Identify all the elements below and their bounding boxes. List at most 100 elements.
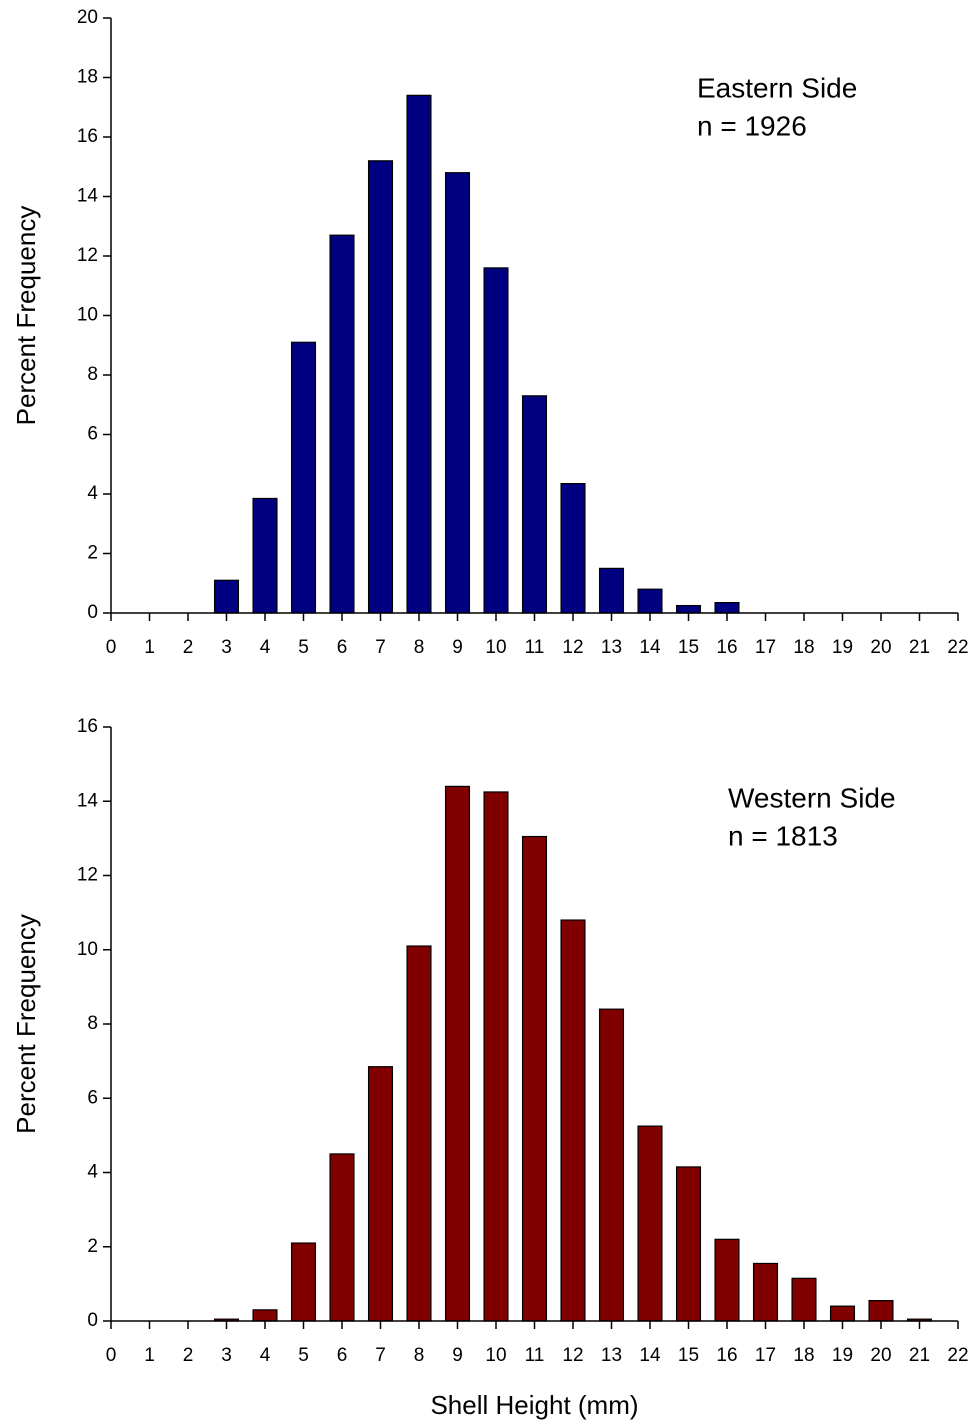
x-tick-label: 14	[639, 1345, 661, 1366]
bar	[714, 1238, 740, 1322]
bar	[714, 601, 740, 614]
y-tick-label: 8	[87, 364, 98, 385]
y-tick-label: 8	[87, 1013, 98, 1034]
bar	[329, 1153, 355, 1322]
x-tick-label: 18	[793, 1345, 814, 1366]
x-tick-label: 11	[525, 1345, 545, 1366]
y-tick-label: 6	[87, 424, 98, 445]
y-tick-label: 6	[87, 1087, 98, 1108]
x-tick-label: 15	[678, 1345, 699, 1366]
y-axis-label: Percent Frequency	[11, 914, 41, 1134]
bar	[444, 172, 471, 614]
y-tick-label: 14	[77, 186, 99, 207]
annotation: n = 1926	[697, 110, 807, 141]
x-tick-label: 17	[755, 1345, 776, 1366]
y-tick-label: 0	[87, 1310, 98, 1331]
x-tick-label: 19	[832, 1345, 853, 1366]
x-tick-label: 2	[183, 1345, 194, 1366]
annotation: Western Side	[728, 782, 896, 813]
y-tick-label: 20	[77, 7, 98, 28]
x-tick-label: 21	[909, 637, 930, 658]
y-tick-label: 4	[87, 483, 98, 504]
bar	[252, 1309, 278, 1322]
x-tick-label: 9	[452, 637, 463, 658]
bar	[290, 1242, 317, 1322]
bar	[598, 567, 625, 614]
x-tick-label: 18	[793, 637, 814, 658]
y-tick-label: 0	[87, 602, 98, 623]
bar	[290, 341, 317, 614]
x-tick-label: 16	[716, 1345, 737, 1366]
y-tick-label: 2	[87, 1236, 98, 1257]
annotation: Eastern Side	[697, 72, 857, 103]
bar	[560, 482, 586, 614]
x-tick-label: 22	[947, 637, 968, 658]
x-tick-label: 3	[221, 1345, 232, 1366]
bar	[829, 1305, 856, 1322]
bar	[213, 579, 240, 614]
x-tick-label: 10	[485, 1345, 506, 1366]
x-tick-label: 4	[260, 637, 271, 658]
x-tick-label: 17	[755, 637, 776, 658]
x-tick-label: 1	[144, 1345, 155, 1366]
bar	[521, 835, 548, 1322]
y-tick-label: 4	[87, 1162, 98, 1183]
x-tick-label: 13	[601, 1345, 622, 1366]
bar	[675, 604, 702, 614]
x-tick-label: 8	[414, 1345, 425, 1366]
x-tick-label: 3	[221, 637, 232, 658]
x-tick-label: 0	[106, 1345, 117, 1366]
bar	[444, 785, 471, 1322]
y-tick-label: 14	[77, 790, 99, 811]
bar	[675, 1166, 702, 1322]
bar	[406, 94, 432, 614]
bar	[483, 791, 509, 1322]
x-tick-label: 10	[485, 637, 506, 658]
bar	[598, 1008, 625, 1322]
x-tick-label: 20	[870, 1345, 891, 1366]
x-tick-label: 12	[562, 1345, 583, 1366]
annotation: n = 1813	[728, 820, 838, 851]
x-tick-label: 22	[947, 1345, 968, 1366]
bar	[637, 588, 663, 614]
x-tick-label: 19	[832, 637, 853, 658]
x-tick-label: 5	[298, 1345, 309, 1366]
x-tick-label: 11	[525, 637, 545, 658]
x-tick-label: 4	[260, 1345, 271, 1366]
y-tick-label: 10	[77, 939, 98, 960]
x-tick-label: 13	[601, 637, 622, 658]
x-tick-label: 1	[144, 637, 155, 658]
y-tick-label: 10	[77, 305, 98, 326]
x-tick-label: 21	[909, 1345, 930, 1366]
bar	[367, 160, 394, 614]
y-tick-label: 12	[77, 865, 98, 886]
x-tick-label: 12	[562, 637, 583, 658]
bar	[868, 1299, 894, 1322]
x-tick-label: 6	[337, 637, 348, 658]
y-tick-label: 2	[87, 543, 98, 564]
bar	[560, 919, 586, 1322]
bar	[406, 945, 432, 1322]
x-tick-label: 14	[639, 637, 661, 658]
y-tick-label: 16	[77, 126, 98, 147]
bar	[367, 1066, 394, 1322]
bar	[791, 1277, 817, 1322]
y-tick-label: 12	[77, 245, 98, 266]
bar	[252, 497, 278, 614]
bar	[637, 1125, 663, 1322]
x-tick-label: 0	[106, 637, 117, 658]
x-tick-label: 9	[452, 1345, 463, 1366]
x-axis-label: Shell Height (mm)	[430, 1390, 638, 1420]
x-tick-label: 16	[716, 637, 737, 658]
y-tick-label: 16	[77, 716, 98, 737]
x-tick-label: 20	[870, 637, 891, 658]
bar	[752, 1262, 779, 1322]
y-axis-label: Percent Frequency	[11, 206, 41, 426]
x-tick-label: 5	[298, 637, 309, 658]
x-tick-label: 7	[375, 637, 386, 658]
x-tick-label: 6	[337, 1345, 348, 1366]
bar	[329, 234, 355, 614]
y-tick-label: 18	[77, 67, 98, 88]
